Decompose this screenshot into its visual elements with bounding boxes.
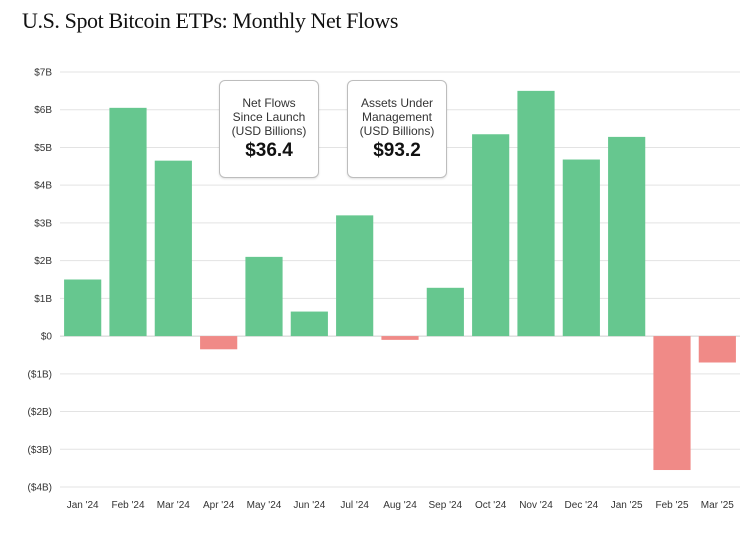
x-tick-label: Mar '25: [701, 500, 734, 511]
y-tick-label: $1B: [34, 294, 52, 305]
x-tick-label: Apr '24: [203, 500, 235, 511]
bar-sep-24: [426, 287, 464, 337]
bar-mar-25: [698, 336, 736, 363]
bar-jan-25: [608, 136, 646, 337]
x-tick-label: May '24: [247, 500, 282, 511]
bar-feb-25: [653, 336, 691, 471]
x-tick-label: Sep '24: [429, 500, 463, 511]
bar-dec-24: [562, 159, 600, 337]
net-flows-label-line-3: (USD Billions): [231, 124, 307, 138]
bar-aug-24: [381, 336, 419, 340]
y-tick-label: $3B: [34, 218, 52, 229]
x-tick-label: Jul '24: [340, 500, 369, 511]
y-tick-label: ($2B): [28, 407, 52, 418]
y-tick-label: ($3B): [28, 445, 52, 456]
x-tick-label: Nov '24: [519, 500, 553, 511]
y-tick-label: $7B: [34, 68, 52, 79]
bar-mar-24: [154, 160, 192, 337]
bar-nov-24: [517, 90, 555, 337]
y-tick-label: $2B: [34, 256, 52, 267]
bar-may-24: [245, 256, 283, 337]
bar-jun-24: [290, 311, 328, 337]
x-tick-label: Feb '25: [655, 500, 688, 511]
bar-jan-24: [64, 279, 102, 337]
chart-title: U.S. Spot Bitcoin ETPs: Monthly Net Flow…: [22, 8, 398, 33]
x-tick-label: Aug '24: [383, 500, 417, 511]
y-tick-label: $6B: [34, 105, 52, 116]
bar-oct-24: [472, 134, 510, 337]
bar-feb-24: [109, 107, 147, 337]
net-flows-label-line-2: Since Launch: [232, 110, 306, 124]
y-tick-label: $5B: [34, 143, 52, 154]
x-tick-label: Jan '24: [67, 500, 99, 511]
x-tick-label: Oct '24: [475, 500, 507, 511]
net-flows-value: $36.4: [245, 140, 293, 161]
aum-label-line-2: Management: [361, 110, 433, 124]
net-flows-callout: Net Flows Since Launch (USD Billions) $3…: [219, 80, 319, 178]
aum-label-line-3: (USD Billions): [359, 124, 435, 138]
bar-apr-24: [200, 336, 238, 350]
x-tick-label: Dec '24: [565, 500, 599, 511]
x-tick-label: Jan '25: [611, 500, 643, 511]
x-tick-label: Mar '24: [157, 500, 190, 511]
y-tick-label: $0: [41, 332, 53, 343]
x-tick-label: Feb '24: [111, 500, 144, 511]
aum-callout: Assets Under Management (USD Billions) $…: [347, 80, 447, 178]
net-flows-label-line-1: Net Flows: [242, 96, 296, 110]
aum-value: $93.2: [373, 140, 421, 161]
x-tick-label: Jun '24: [293, 500, 325, 511]
y-tick-label: ($4B): [28, 483, 52, 494]
aum-label-line-1: Assets Under: [360, 96, 434, 110]
y-tick-label: ($1B): [28, 369, 52, 380]
bar-jul-24: [336, 215, 374, 337]
y-tick-label: $4B: [34, 181, 52, 192]
